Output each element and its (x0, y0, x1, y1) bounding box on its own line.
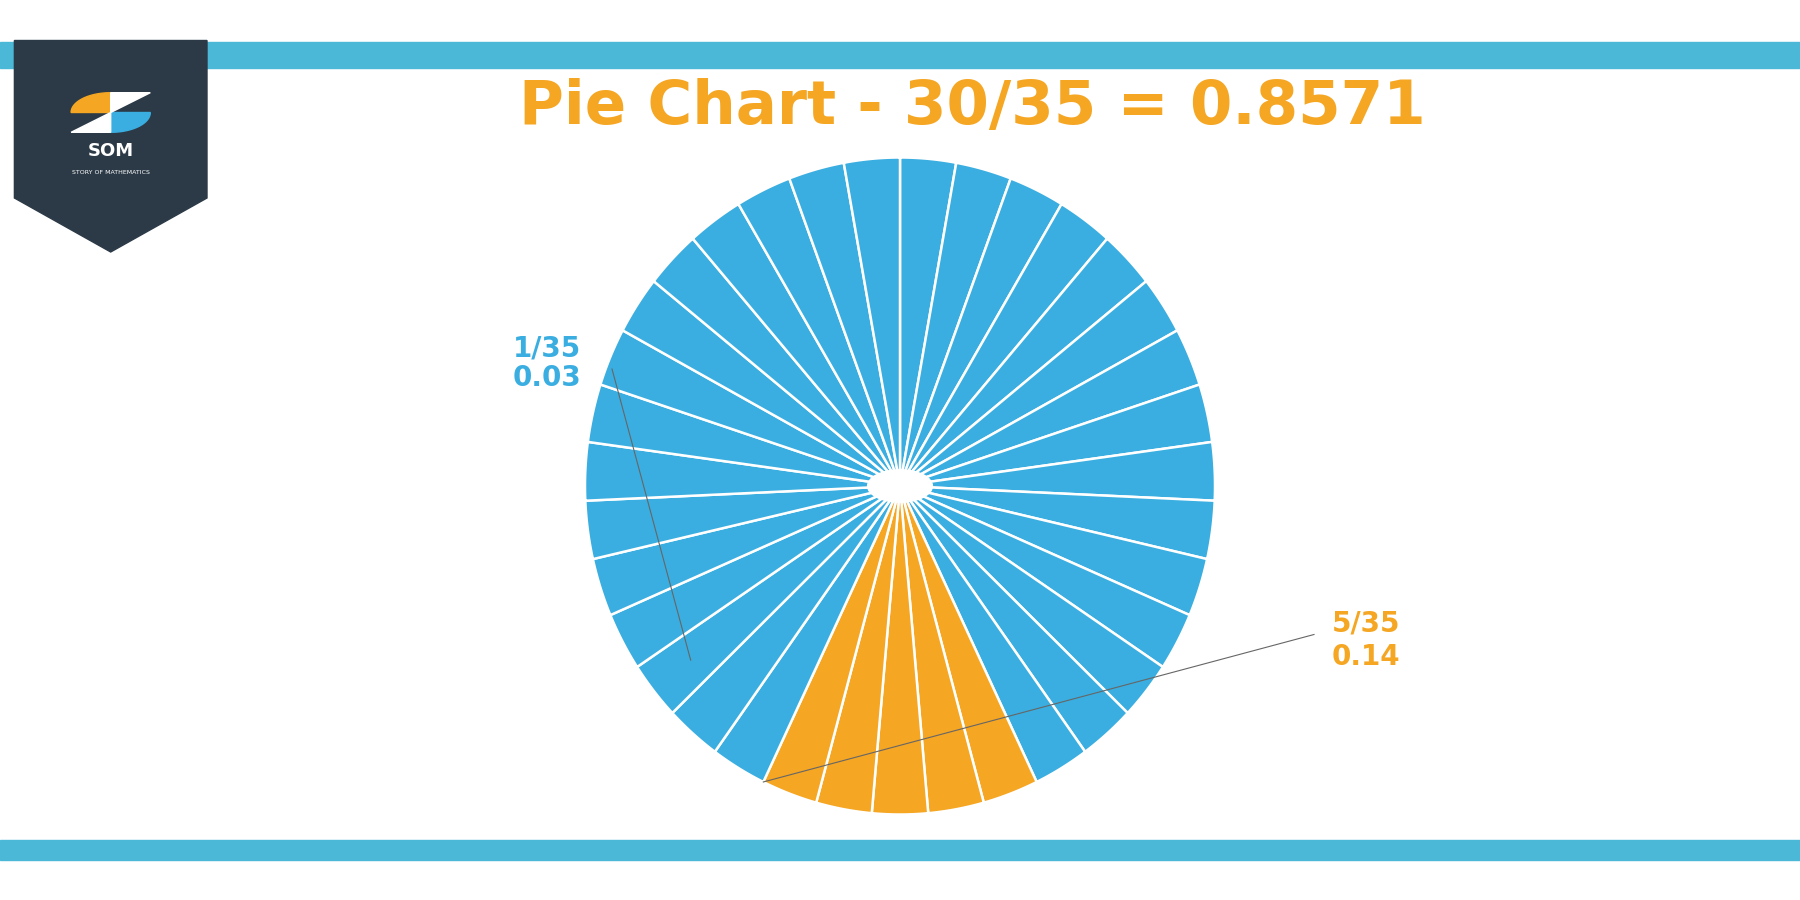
Polygon shape (592, 486, 900, 615)
Polygon shape (900, 486, 985, 814)
Circle shape (878, 475, 922, 497)
Polygon shape (112, 93, 149, 112)
Polygon shape (900, 486, 1163, 713)
Text: SOM: SOM (88, 142, 133, 160)
Polygon shape (900, 238, 1147, 486)
Polygon shape (585, 486, 900, 559)
Polygon shape (900, 330, 1199, 486)
Polygon shape (900, 486, 1037, 803)
Polygon shape (763, 486, 900, 803)
Polygon shape (815, 486, 900, 814)
Text: 5/35: 5/35 (1332, 609, 1400, 638)
Circle shape (868, 470, 932, 502)
Polygon shape (900, 204, 1107, 486)
Polygon shape (900, 178, 1062, 486)
Text: STORY OF MATHEMATICS: STORY OF MATHEMATICS (72, 170, 149, 176)
Bar (0, 42, 1800, 68)
Text: Pie Chart - 30/35 = 0.8571: Pie Chart - 30/35 = 0.8571 (518, 78, 1426, 138)
Polygon shape (900, 442, 1215, 500)
Polygon shape (900, 281, 1177, 486)
Polygon shape (589, 384, 900, 486)
Polygon shape (585, 442, 900, 500)
Polygon shape (900, 486, 1208, 615)
Polygon shape (673, 486, 900, 752)
Polygon shape (900, 163, 1010, 486)
Polygon shape (110, 112, 149, 132)
Polygon shape (900, 486, 1085, 782)
Polygon shape (790, 163, 900, 486)
Polygon shape (900, 486, 1127, 752)
Polygon shape (693, 204, 900, 486)
Polygon shape (900, 384, 1211, 486)
Polygon shape (610, 486, 900, 667)
Polygon shape (653, 238, 900, 486)
Polygon shape (623, 281, 900, 486)
Polygon shape (738, 178, 900, 486)
Circle shape (887, 480, 913, 492)
Bar (0, 840, 1800, 860)
Polygon shape (900, 486, 1215, 559)
Polygon shape (70, 93, 112, 112)
Text: 0.03: 0.03 (513, 364, 581, 392)
Text: 0.14: 0.14 (1332, 643, 1400, 671)
Polygon shape (715, 486, 900, 782)
Polygon shape (900, 486, 1190, 667)
Polygon shape (70, 112, 112, 132)
Polygon shape (601, 330, 900, 486)
Polygon shape (871, 486, 929, 814)
Text: 1/35: 1/35 (513, 334, 581, 363)
Polygon shape (844, 158, 900, 486)
Polygon shape (637, 486, 900, 713)
Polygon shape (14, 40, 207, 252)
Polygon shape (900, 158, 956, 486)
